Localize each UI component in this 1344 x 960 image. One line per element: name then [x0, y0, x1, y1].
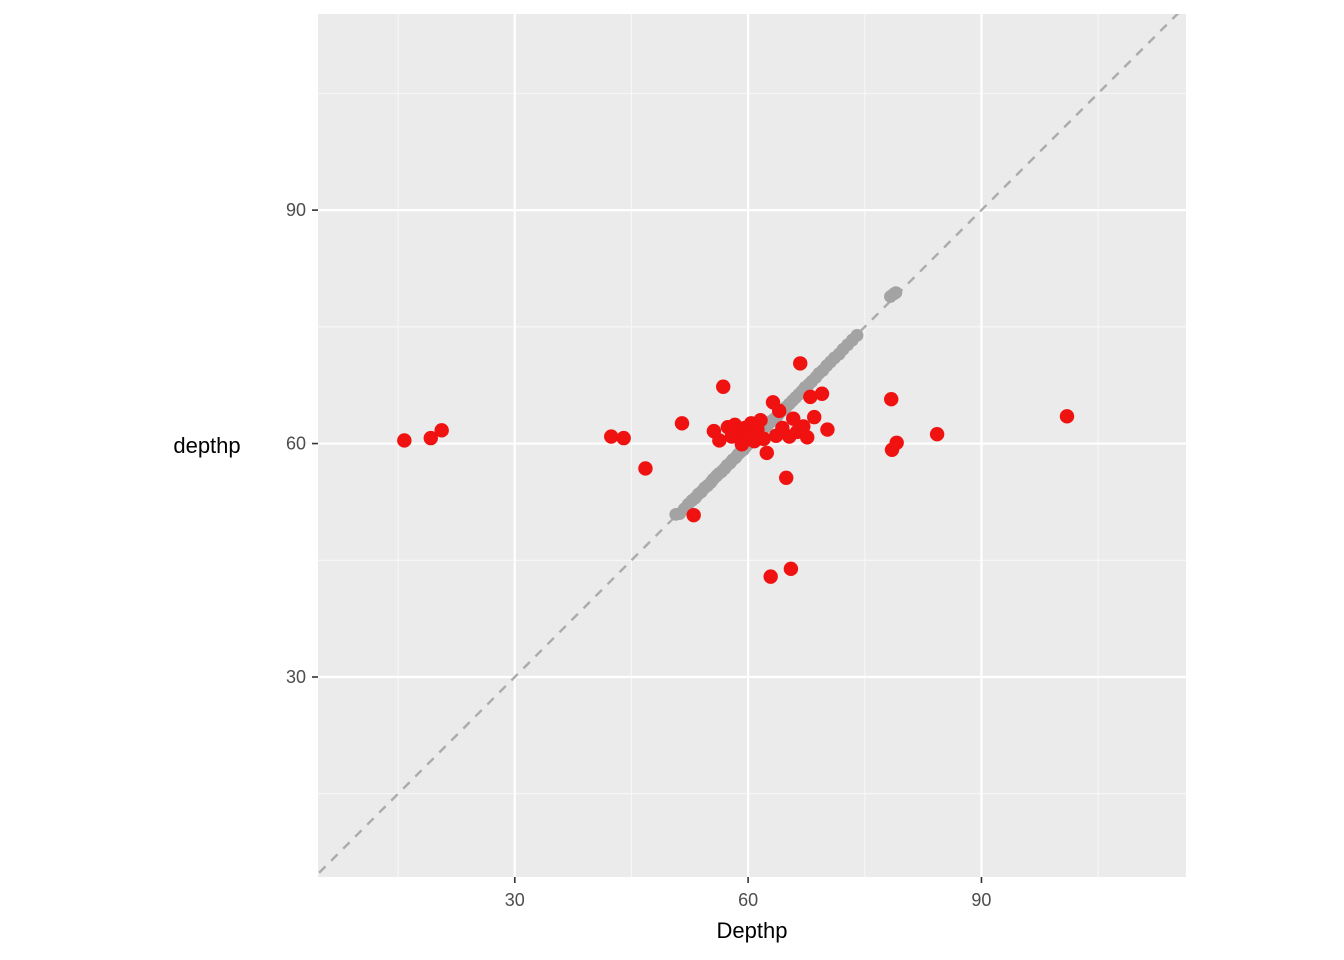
data-point-measured-points — [753, 413, 768, 428]
data-point-measured-points — [889, 435, 904, 450]
y-tick-label: 60 — [286, 434, 306, 454]
data-point-measured-points — [814, 386, 830, 401]
data-point-measured-points — [604, 429, 619, 444]
data-point-measured-points — [716, 379, 731, 394]
data-point-measured-points — [686, 507, 701, 523]
data-point-measured-points — [820, 422, 835, 437]
y-axis-title: depthp — [173, 433, 241, 458]
data-point-measured-points — [783, 561, 799, 577]
data-point-measured-points — [779, 470, 794, 485]
data-point-measured-points — [807, 409, 822, 425]
data-point-measured-points — [423, 430, 438, 446]
data-point-measured-points — [638, 461, 653, 476]
data-point-measured-points — [759, 445, 774, 461]
data-point-measured-points — [1059, 409, 1075, 424]
data-point-measured-points — [884, 391, 899, 407]
data-point-measured-points — [786, 411, 801, 426]
data-point-measured-points — [796, 419, 811, 434]
data-point-measured-points — [434, 423, 449, 438]
data-point-measured-points — [929, 427, 945, 442]
x-tick-label: 90 — [971, 890, 991, 910]
x-tick-label: 60 — [738, 890, 758, 910]
data-point-identity-points — [850, 328, 864, 342]
data-point-measured-points — [397, 433, 412, 448]
x-axis-title: Depthp — [716, 918, 788, 943]
y-tick-label: 30 — [286, 667, 306, 687]
data-point-measured-points — [793, 356, 808, 371]
data-point-measured-points — [803, 389, 818, 405]
identity-dashed-line — [318, 14, 1180, 876]
data-point-measured-points — [772, 403, 787, 419]
x-tick-label: 30 — [505, 890, 525, 910]
data-point-measured-points — [763, 569, 778, 584]
y-tick-label: 90 — [286, 200, 306, 220]
data-point-measured-points — [674, 416, 690, 431]
data-point-measured-points — [616, 430, 631, 446]
data-point-measured-points — [800, 430, 815, 445]
data-point-measured-points — [756, 431, 771, 447]
data-point-measured-points — [712, 433, 727, 448]
data-point-identity-points — [889, 286, 903, 299]
